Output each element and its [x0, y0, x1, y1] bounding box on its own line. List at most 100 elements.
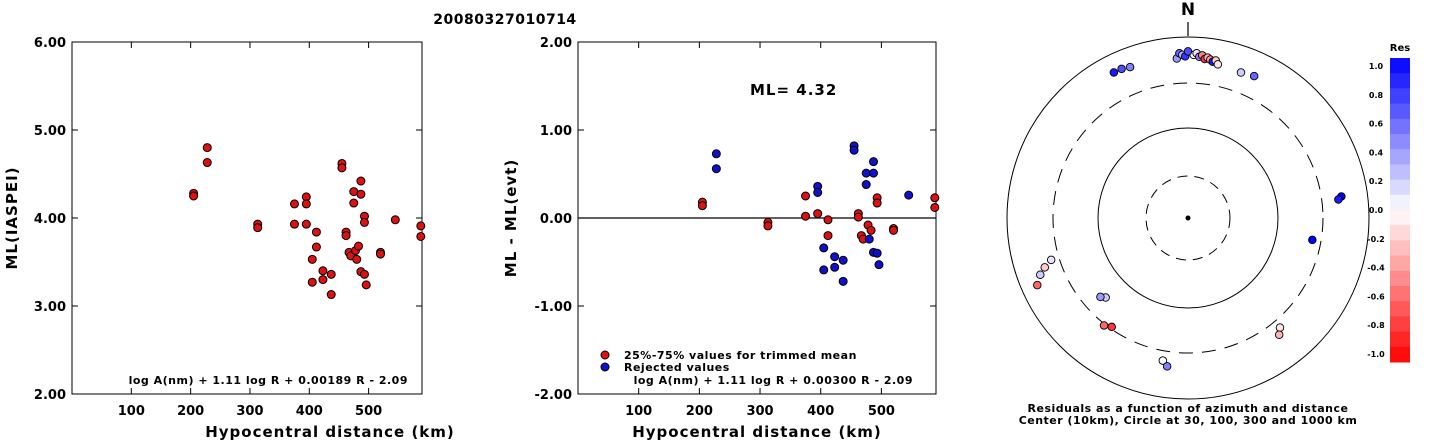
- residual-scatter-panel: -2.00 -1.00 0.00 1.00 2.00 100 200 300 400 500 M…: [502, 36, 940, 441]
- colorbar-cell: [1390, 73, 1410, 89]
- left-data-point: [253, 223, 263, 233]
- right-xlabel: Hypocentral distance (km): [632, 423, 882, 441]
- circle-1000km: [1006, 36, 1370, 400]
- residual-data-point: [823, 231, 833, 241]
- residual-data-point: [819, 265, 829, 275]
- left-ylabel: ML(IASPEI): [3, 166, 21, 269]
- residual-data-point: [904, 190, 914, 200]
- left-data-point: [361, 280, 371, 290]
- residual-data-point: [872, 248, 882, 258]
- colorbar-cell: [1390, 194, 1410, 211]
- colorbar-title: Res: [1390, 43, 1410, 54]
- figure-title: 20080327010714: [433, 12, 576, 28]
- polar-station-point: [1213, 60, 1223, 69]
- polar-station-point: [1249, 71, 1259, 81]
- left-data-point: [189, 191, 199, 201]
- right-xtick-label: 300: [746, 404, 773, 419]
- left-data-point: [307, 277, 317, 287]
- residual-data-point: [813, 209, 823, 219]
- ml-value-label: ML= 4.32: [750, 81, 837, 99]
- left-data-point: [390, 215, 400, 225]
- polar-station-point: [1334, 195, 1343, 204]
- right-xtick-label: 100: [625, 404, 652, 419]
- colorbar-cell: [1390, 179, 1410, 196]
- right-ytick-label: 1.00: [540, 124, 572, 139]
- colorbar-label: 0.2: [1369, 177, 1383, 186]
- colorbar-cell: [1390, 316, 1410, 333]
- residual-data-point: [711, 164, 721, 174]
- polar-station-point: [1158, 356, 1168, 365]
- polar-caption-2: Center (10km), Circle at 30, 100, 300 an…: [1019, 414, 1358, 427]
- left-data-point: [354, 241, 364, 251]
- colorbar-label: 0.4: [1369, 148, 1384, 157]
- polar-station-point: [1040, 263, 1050, 272]
- left-ytick-label: 4.00: [34, 212, 66, 227]
- residual-data-point: [866, 225, 876, 235]
- left-data-point: [289, 219, 299, 229]
- colorbar-cell: [1390, 225, 1410, 241]
- left-xlabel: Hypocentral distance (km): [205, 423, 455, 441]
- residual-data-point: [801, 211, 811, 221]
- left-data-point: [352, 254, 362, 264]
- left-plot-border: [71, 41, 423, 395]
- left-data-point: [311, 242, 321, 252]
- circle-300km: [1052, 82, 1324, 354]
- left-data-point: [326, 269, 336, 279]
- left-data-point: [318, 266, 328, 276]
- left-data-point: [416, 231, 426, 241]
- residual-data-point: [861, 180, 871, 190]
- left-data-point: [337, 163, 347, 173]
- colorbar-cell: [1390, 210, 1410, 226]
- colorbar-cell: [1390, 118, 1410, 135]
- colorbar-label: -0.2: [1367, 235, 1385, 244]
- polar-caption-1: Residuals as a function of azimuth and d…: [1028, 402, 1349, 415]
- legend-red-label: 25%-75% values for trimmed mean: [624, 349, 857, 362]
- colorbar-cell: [1390, 301, 1410, 317]
- left-scatter-panel: 2.00 3.00 4.00 5.00 6.00 100 200 300 400 500 ML(…: [3, 36, 455, 441]
- polar-station-point: [1125, 62, 1135, 72]
- left-data-point: [359, 217, 369, 227]
- residual-data-point: [874, 260, 884, 270]
- colorbar-label: -0.6: [1367, 292, 1385, 301]
- residual-data-point: [869, 168, 879, 178]
- left-data-point: [318, 275, 328, 285]
- colorbar-label: 0.6: [1369, 120, 1384, 129]
- right-xtick-label: 500: [868, 404, 895, 419]
- left-data-point: [416, 221, 426, 231]
- residual-colorbar: Res 1.0 0.8 0.6 0.4 0.2 0.0 -0.2 -0.4 -0.6 -0.8 -1…: [1367, 43, 1410, 363]
- left-xtick-label: 400: [296, 404, 323, 419]
- left-data-point: [356, 189, 366, 199]
- left-data-point: [301, 219, 311, 229]
- colorbar-cell: [1390, 255, 1410, 272]
- residual-data-point: [819, 243, 829, 253]
- right-formula: log A(nm) + 1.11 log R + 0.00300 R - 2.0…: [634, 374, 913, 387]
- left-data-point: [301, 199, 311, 209]
- residual-data-point: [889, 225, 899, 235]
- left-data-point: [326, 290, 336, 300]
- left-xtick-label: 100: [118, 404, 145, 419]
- residual-data-point: [830, 262, 840, 272]
- residual-data-point: [864, 234, 874, 244]
- colorbar-cell: [1390, 58, 1410, 74]
- left-data-point: [359, 269, 369, 279]
- left-data-point: [341, 231, 351, 241]
- left-data-point: [202, 143, 212, 153]
- residual-data-point: [830, 252, 840, 262]
- left-data-point: [356, 176, 366, 186]
- polar-station-point: [1099, 321, 1109, 330]
- residual-data-point: [838, 255, 848, 265]
- polar-station-point: [1036, 270, 1045, 279]
- polar-station-point: [1308, 235, 1317, 245]
- legend-red-marker: [600, 350, 610, 360]
- colorbar-cell: [1390, 270, 1410, 287]
- residual-data-point: [801, 191, 811, 201]
- legend-blue-marker: [600, 362, 610, 372]
- colorbar-cell: [1390, 331, 1410, 348]
- left-data-point: [375, 249, 385, 259]
- polar-station-point: [1033, 280, 1042, 290]
- colorbar-label: 1.0: [1369, 62, 1384, 71]
- residual-data-point: [763, 221, 773, 231]
- left-data-point: [311, 227, 321, 237]
- residual-data-point: [849, 145, 859, 155]
